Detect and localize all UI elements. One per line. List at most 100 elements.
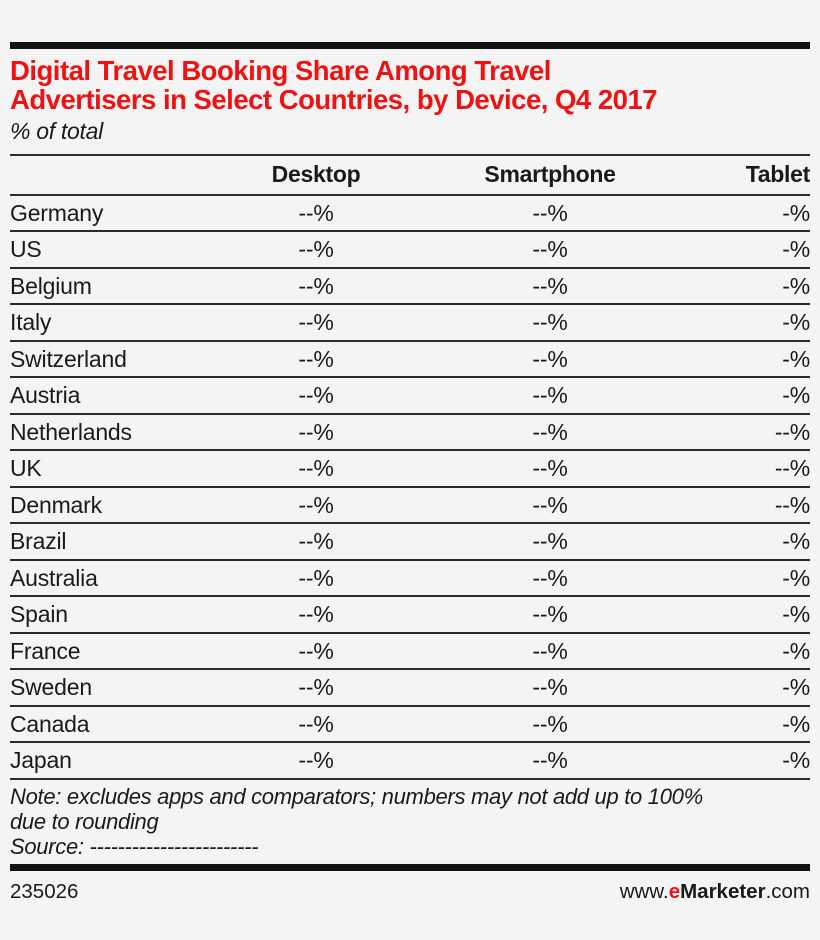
smartphone-cell: --% xyxy=(414,523,686,561)
website-brand-e: e xyxy=(668,880,681,904)
desktop-cell: --% xyxy=(218,523,414,561)
country-cell: UK xyxy=(10,450,218,488)
tablet-cell: -% xyxy=(686,632,810,671)
table-row: Spain --% --% -% xyxy=(10,596,810,634)
tablet-cell: -% xyxy=(686,304,810,342)
smartphone-cell: --% xyxy=(414,705,686,744)
tablet-cell: -% xyxy=(686,742,810,780)
column-header-tablet: Tablet xyxy=(686,154,810,196)
country-cell: Italy xyxy=(10,304,218,342)
chart-subtitle: % of total xyxy=(10,117,103,144)
smartphone-cell: --% xyxy=(414,231,686,269)
tablet-cell: -% xyxy=(686,669,810,707)
table-row: Italy --% --% -% xyxy=(10,304,810,342)
chart-title-line1: Digital Travel Booking Share Among Trave… xyxy=(10,55,551,86)
website-suffix: .com xyxy=(765,880,810,904)
desktop-cell: --% xyxy=(218,231,414,269)
desktop-cell: --% xyxy=(218,486,414,525)
table-header: Desktop Smartphone Tablet xyxy=(10,154,810,196)
country-cell: France xyxy=(10,632,218,671)
smartphone-cell: --% xyxy=(414,377,686,415)
website-brand-rest: Marketer xyxy=(680,880,766,904)
table-row: France --% --% -% xyxy=(10,632,810,671)
country-cell: US xyxy=(10,231,218,269)
table-row: Germany --% --% -% xyxy=(10,194,810,233)
desktop-cell: --% xyxy=(218,742,414,780)
tablet-cell: -% xyxy=(686,194,810,233)
country-cell: Germany xyxy=(10,194,218,233)
table-row: US --% --% -% xyxy=(10,231,810,269)
website-text: www.eMarketer.com xyxy=(620,880,810,904)
tablet-cell: -% xyxy=(686,267,810,306)
smartphone-cell: --% xyxy=(414,742,686,780)
table-row: Denmark --% --% --% xyxy=(10,486,810,525)
tablet-cell: -% xyxy=(686,559,810,598)
chart-title-line2: Advertisers in Select Countries, by Devi… xyxy=(10,84,658,116)
tablet-cell: --% xyxy=(686,413,810,452)
smartphone-cell: --% xyxy=(414,413,686,452)
smartphone-cell: --% xyxy=(414,596,686,634)
desktop-cell: --% xyxy=(218,304,414,342)
tablet-cell: -% xyxy=(686,523,810,561)
smartphone-cell: --% xyxy=(414,194,686,233)
table-row: Canada --% --% -% xyxy=(10,705,810,744)
tablet-cell: -% xyxy=(686,596,810,634)
tablet-cell: --% xyxy=(686,450,810,488)
country-cell: Sweden xyxy=(10,669,218,707)
note-line2: due to rounding xyxy=(10,809,159,835)
table-row: Netherlands --% --% --% xyxy=(10,413,810,452)
note-line1: Note: excludes apps and comparators; num… xyxy=(10,783,703,809)
table-row: Brazil --% --% -% xyxy=(10,523,810,561)
table-row: Austria --% --% -% xyxy=(10,377,810,415)
desktop-cell: --% xyxy=(218,705,414,744)
country-cell: Spain xyxy=(10,596,218,634)
footer: 235026 www.eMarketer.com xyxy=(10,880,810,904)
tablet-cell: --% xyxy=(686,486,810,525)
table-body: Germany --% --% -% US --% --% -% Belgium… xyxy=(10,194,810,780)
country-cell: Austria xyxy=(10,377,218,415)
tablet-cell: -% xyxy=(686,705,810,744)
source-text: Source: ------------------------ xyxy=(10,834,259,860)
smartphone-cell: --% xyxy=(414,340,686,379)
desktop-cell: --% xyxy=(218,267,414,306)
country-cell: Switzerland xyxy=(10,340,218,379)
note-text: Note: excludes apps and comparators; num… xyxy=(10,784,810,835)
website-www: www. xyxy=(619,880,669,904)
tablet-cell: -% xyxy=(686,231,810,269)
desktop-cell: --% xyxy=(218,340,414,379)
desktop-cell: --% xyxy=(218,559,414,598)
desktop-cell: --% xyxy=(218,450,414,488)
chart-id: 235026 xyxy=(10,880,79,904)
country-cell: Australia xyxy=(10,559,218,598)
bottom-rule xyxy=(10,864,810,872)
chart-page: Digital Travel Booking Share Among Trave… xyxy=(0,42,820,940)
table-row: Switzerland --% --% -% xyxy=(10,340,810,379)
table-row: Sweden --% --% -% xyxy=(10,669,810,707)
table-row: Japan --% --% -% xyxy=(10,742,810,780)
chart-title: Digital Travel Booking Share Among Trave… xyxy=(10,56,810,115)
smartphone-cell: --% xyxy=(414,267,686,306)
desktop-cell: --% xyxy=(218,596,414,634)
tablet-cell: -% xyxy=(686,377,810,415)
smartphone-cell: --% xyxy=(414,632,686,671)
data-table: Desktop Smartphone Tablet Germany --% --… xyxy=(10,153,810,780)
table-row: Australia --% --% -% xyxy=(10,559,810,598)
top-rule xyxy=(10,42,810,49)
country-cell: Netherlands xyxy=(10,413,218,452)
desktop-cell: --% xyxy=(218,377,414,415)
column-header-smartphone: Smartphone xyxy=(414,154,686,196)
table-row: UK --% --% --% xyxy=(10,450,810,488)
country-cell: Brazil xyxy=(10,523,218,561)
desktop-cell: --% xyxy=(218,632,414,671)
country-cell: Denmark xyxy=(10,486,218,525)
header-row: Desktop Smartphone Tablet xyxy=(10,154,810,196)
smartphone-cell: --% xyxy=(414,304,686,342)
smartphone-cell: --% xyxy=(414,450,686,488)
smartphone-cell: --% xyxy=(414,559,686,598)
desktop-cell: --% xyxy=(218,413,414,452)
country-cell: Belgium xyxy=(10,267,218,306)
column-header-desktop: Desktop xyxy=(218,154,414,196)
table-row: Belgium --% --% -% xyxy=(10,267,810,306)
country-cell: Canada xyxy=(10,705,218,744)
desktop-cell: --% xyxy=(218,669,414,707)
